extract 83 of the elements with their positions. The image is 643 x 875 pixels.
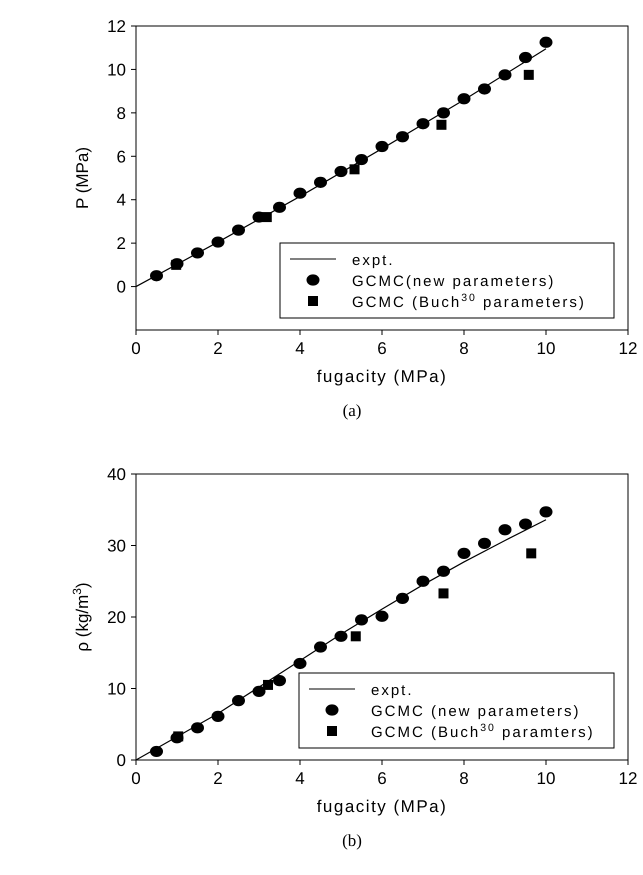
point xyxy=(232,224,245,236)
point xyxy=(540,506,552,518)
x-tick-label: 12 xyxy=(618,769,638,788)
y-tick-label: 30 xyxy=(107,536,126,556)
x-tick-label: 2 xyxy=(213,769,223,788)
point xyxy=(498,69,512,80)
legend-label: GCMC (Buch$^{30}$ parameters) xyxy=(352,292,586,311)
point xyxy=(191,247,204,259)
point xyxy=(212,710,224,722)
point xyxy=(436,120,446,130)
point xyxy=(263,680,274,690)
y-axis-title: P (MPa) xyxy=(73,146,92,210)
legend-label: GCMC(new parameters) xyxy=(352,273,556,290)
x-tick-label: 12 xyxy=(618,339,638,358)
point xyxy=(314,641,327,653)
point xyxy=(273,675,286,686)
y-tick-label: 10 xyxy=(107,680,126,698)
x-tick-label: 2 xyxy=(213,339,223,358)
x-tick-label: 6 xyxy=(377,339,387,358)
x-tick-label: 8 xyxy=(459,339,469,358)
x-axis-title: fugacity (MPa) xyxy=(316,367,448,386)
point xyxy=(540,36,552,48)
point xyxy=(519,52,532,64)
point xyxy=(478,83,491,95)
point xyxy=(150,746,163,758)
point xyxy=(526,548,536,558)
legend-label: expt. xyxy=(352,252,395,269)
y-tick-label: 4 xyxy=(116,190,126,210)
point xyxy=(376,140,388,152)
y-tick-label: 12 xyxy=(107,17,126,36)
point xyxy=(212,236,224,248)
legend-label: expt. xyxy=(371,682,414,699)
point xyxy=(334,166,348,178)
point xyxy=(294,188,306,199)
x-tick-label: 0 xyxy=(131,339,141,358)
point xyxy=(438,588,448,598)
point xyxy=(416,576,430,587)
point xyxy=(252,686,266,697)
point xyxy=(314,176,327,188)
x-tick-label: 0 xyxy=(131,769,141,788)
y-tick-label: 10 xyxy=(107,60,126,80)
x-tick-label: 4 xyxy=(295,769,305,788)
point xyxy=(350,631,361,642)
x-tick-label: 8 xyxy=(459,769,469,788)
point xyxy=(294,658,306,670)
y-tick-label: 2 xyxy=(116,234,126,254)
x-tick-label: 10 xyxy=(536,769,556,788)
point xyxy=(376,610,388,622)
point xyxy=(519,518,532,530)
point xyxy=(150,270,163,282)
y-tick-label: 40 xyxy=(107,465,126,484)
point xyxy=(478,538,491,549)
x-tick-label: 6 xyxy=(377,769,387,788)
y-tick-label: 0 xyxy=(116,751,126,770)
point xyxy=(191,722,204,734)
point xyxy=(437,107,450,118)
y-tick-label: 0 xyxy=(116,278,126,297)
y-tick-label: 8 xyxy=(116,104,126,123)
point xyxy=(355,154,368,166)
x-axis-title: fugacity (MPa) xyxy=(316,797,448,816)
text: (b) xyxy=(342,831,362,850)
point xyxy=(350,164,360,174)
point xyxy=(273,202,286,213)
point xyxy=(498,524,512,536)
legend-label: GCMC (new parameters) xyxy=(371,703,581,720)
point xyxy=(437,566,450,577)
point xyxy=(232,695,245,706)
point xyxy=(396,592,409,604)
point xyxy=(262,212,272,222)
x-tick-label: 4 xyxy=(295,339,305,358)
point xyxy=(458,548,470,559)
point xyxy=(355,614,368,626)
legend-label: GCMC (Buch$^{30}$ paramters) xyxy=(371,722,595,741)
point xyxy=(524,70,534,80)
x-tick-label: 10 xyxy=(536,339,556,358)
point xyxy=(458,93,470,104)
y-tick-label: 20 xyxy=(107,608,126,627)
point xyxy=(173,731,184,742)
point xyxy=(416,118,430,130)
point xyxy=(334,630,348,642)
text: (a) xyxy=(342,401,362,420)
point xyxy=(396,131,409,142)
y-tick-label: 6 xyxy=(116,147,126,166)
